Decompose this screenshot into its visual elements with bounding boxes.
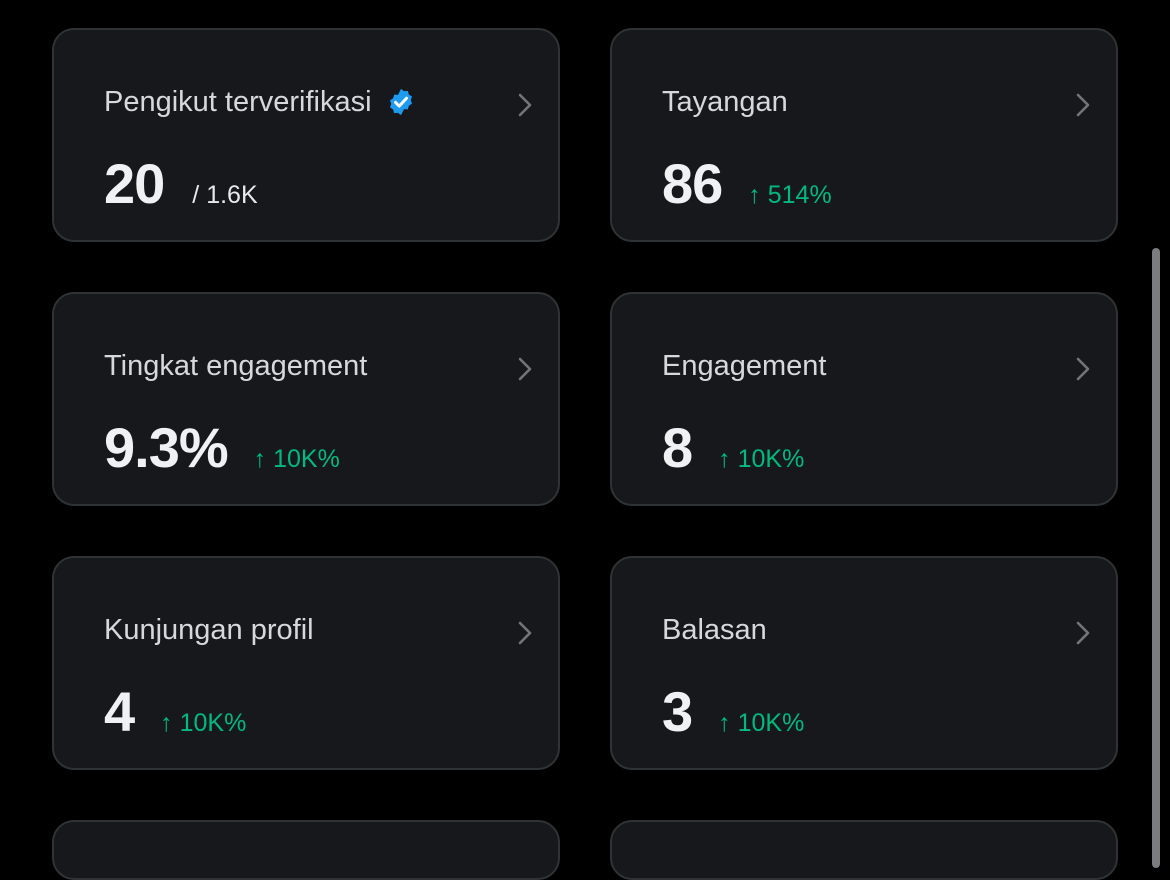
card-value: 20: [104, 152, 165, 215]
card-partial-left[interactable]: [52, 820, 560, 880]
card-value: 4: [104, 680, 135, 743]
verified-badge-icon: [389, 88, 412, 116]
chevron-right-icon: [518, 93, 532, 117]
card-value: 8: [662, 416, 693, 479]
card-total: / 1.6K: [192, 181, 258, 209]
card-title: Tingkat engagement: [104, 348, 367, 384]
card-title: Tayangan: [662, 84, 788, 120]
card-value-row: 8 ↑ 10K%: [662, 416, 804, 480]
card-title-text: Pengikut terverifikasi: [104, 86, 372, 118]
card-title-text: Tayangan: [662, 86, 788, 118]
chevron-right-icon: [1076, 357, 1090, 381]
card-value: 86: [662, 152, 723, 215]
chevron-right-icon: [518, 621, 532, 645]
card-change: ↑ 10K%: [253, 445, 340, 473]
chevron-right-icon: [1076, 621, 1090, 645]
card-title-text: Engagement: [662, 350, 827, 382]
card-value-row: 9.3% ↑ 10K%: [104, 416, 340, 480]
card-title: Kunjungan profil: [104, 612, 314, 648]
card-profile-visits[interactable]: Kunjungan profil 4 ↑ 10K%: [52, 556, 560, 770]
card-title-text: Tingkat engagement: [104, 350, 368, 382]
card-engagement[interactable]: Engagement 8 ↑ 10K%: [610, 292, 1118, 506]
chevron-right-icon: [1076, 93, 1090, 117]
card-change: ↑ 10K%: [718, 445, 805, 473]
card-replies[interactable]: Balasan 3 ↑ 10K%: [610, 556, 1118, 770]
card-change: ↑ 514%: [748, 181, 832, 209]
card-change: ↑ 10K%: [160, 709, 247, 737]
card-engagement-rate[interactable]: Tingkat engagement 9.3% ↑ 10K%: [52, 292, 560, 506]
card-title: Pengikut terverifikasi: [104, 84, 416, 120]
card-title: Engagement: [662, 348, 826, 384]
card-value: 3: [662, 680, 693, 743]
card-value-row: 20 / 1.6K: [104, 152, 258, 216]
card-value: 9.3%: [104, 416, 229, 479]
card-title: Balasan: [662, 612, 767, 648]
analytics-grid: Pengikut terverifikasi 20 / 1.6K Tayanga…: [52, 28, 1118, 770]
card-change: ↑ 10K%: [718, 709, 805, 737]
card-value-row: 86 ↑ 514%: [662, 152, 832, 216]
scrollbar[interactable]: [1152, 248, 1160, 868]
card-title-text: Kunjungan profil: [104, 614, 314, 646]
card-value-row: 4 ↑ 10K%: [104, 680, 246, 744]
card-partial-right[interactable]: [610, 820, 1118, 880]
card-value-row: 3 ↑ 10K%: [662, 680, 804, 744]
card-impressions[interactable]: Tayangan 86 ↑ 514%: [610, 28, 1118, 242]
card-verified-followers[interactable]: Pengikut terverifikasi 20 / 1.6K: [52, 28, 560, 242]
card-title-text: Balasan: [662, 614, 767, 646]
chevron-right-icon: [518, 357, 532, 381]
